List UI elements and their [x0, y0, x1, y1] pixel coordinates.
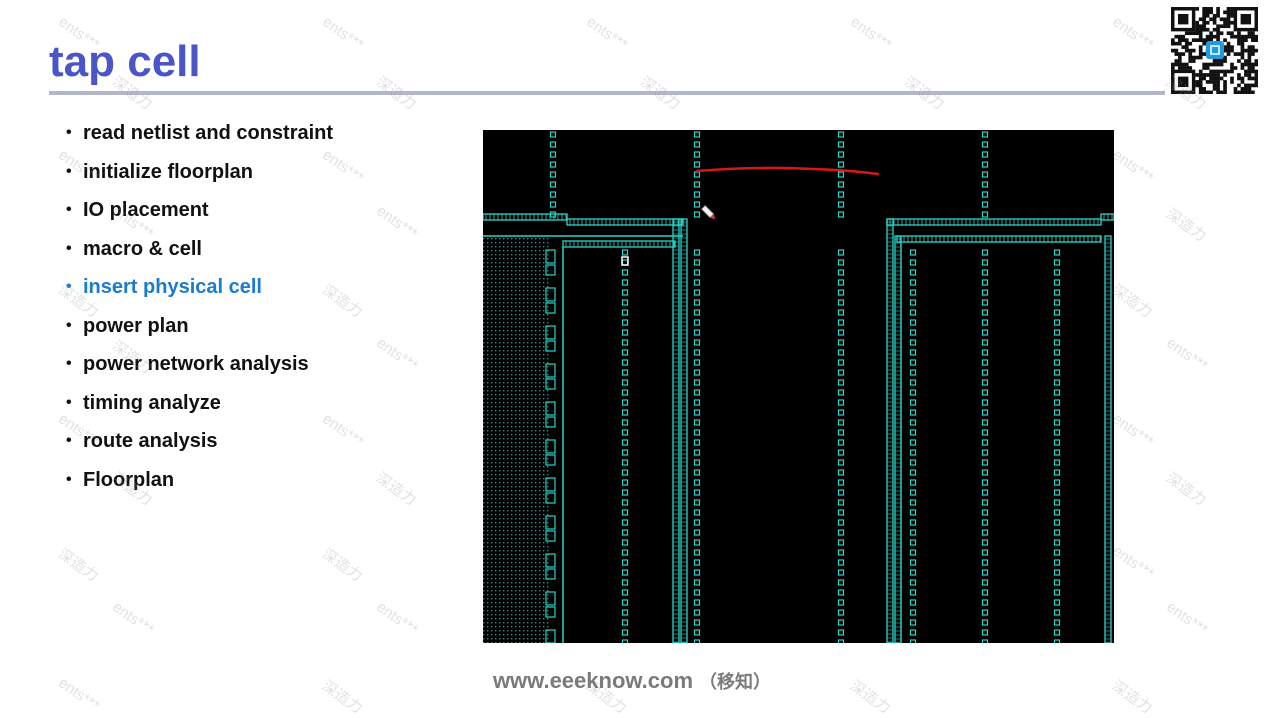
watermark-text: ents*** — [1109, 13, 1157, 54]
bullet-dot-icon: • — [66, 470, 72, 488]
watermark-text: 深造力 — [54, 545, 102, 586]
bullet-item: • power network analysis — [66, 347, 333, 386]
bullet-text: IO placement — [83, 199, 209, 221]
bullet-text: power network analysis — [83, 353, 309, 375]
watermark-text: ents*** — [373, 334, 421, 375]
watermark-text: ents*** — [373, 202, 421, 243]
qr-code-icon — [1171, 7, 1258, 94]
bullet-item: • IO placement — [66, 193, 333, 232]
watermark-text: ents*** — [1109, 410, 1157, 451]
bullet-text: route analysis — [83, 430, 218, 452]
bullet-text: initialize floorplan — [83, 160, 254, 183]
watermark-text: ents*** — [847, 13, 895, 54]
bullet-text: macro & cell — [83, 237, 202, 260]
bullet-item: • route analysis — [66, 424, 333, 463]
bullet-dot-icon: • — [66, 162, 72, 180]
bullet-item: • macro & cell — [66, 232, 333, 271]
bullet-dot-icon: • — [66, 124, 72, 141]
footer-url: www.eeeknow.com — [492, 668, 694, 693]
watermark-text: ents*** — [319, 13, 367, 54]
page-title: tap cell — [49, 37, 201, 86]
bullet-dot-icon: • — [66, 239, 72, 257]
bullet-dot-icon: • — [66, 393, 72, 411]
bullet-item: • insert physical cell — [66, 270, 333, 309]
bullet-dot-icon: • — [66, 316, 72, 334]
pen-cursor-icon — [701, 205, 716, 220]
watermark-text: ents*** — [1109, 542, 1157, 583]
watermark-text: 深造力 — [318, 545, 366, 586]
bullet-dot-icon: • — [66, 278, 72, 295]
watermark-text: ents*** — [583, 13, 631, 54]
bullet-item: • timing analyze — [66, 386, 333, 425]
watermark-text: ents*** — [1109, 146, 1157, 187]
watermark-text: 深造力 — [1162, 205, 1210, 246]
bullet-text: Floorplan — [83, 468, 175, 491]
bullet-text: power plan — [83, 314, 189, 337]
footer: www.eeeknow.com （移知） — [0, 668, 1264, 694]
watermark-text: ents*** — [1163, 598, 1211, 639]
bullet-text: timing analyze — [83, 391, 221, 414]
footer-cn-label: （移知） — [699, 672, 772, 692]
bullet-item: • power plan — [66, 309, 333, 348]
bullet-item: • initialize floorplan — [66, 155, 333, 194]
bullet-text: insert physical cell — [83, 276, 262, 298]
bullet-list: • read netlist and constraint • initialize … — [66, 116, 333, 501]
watermark-text: ents*** — [1163, 334, 1211, 375]
watermark-text: 深造力 — [1108, 281, 1156, 322]
layout-view — [483, 130, 1114, 643]
bullet-text: read netlist and constraint — [83, 122, 334, 144]
bullet-item: • Floorplan — [66, 463, 333, 502]
bullet-dot-icon: • — [66, 201, 72, 218]
watermark-text: 深造力 — [372, 469, 420, 510]
bullet-item: • read netlist and constraint — [66, 116, 333, 155]
bullet-dot-icon: • — [66, 355, 72, 372]
watermark-text: ents*** — [109, 598, 157, 639]
watermark-text: 深造力 — [1162, 469, 1210, 510]
bullet-dot-icon: • — [66, 432, 72, 449]
title-divider — [49, 91, 1165, 95]
chip-layout-image — [483, 131, 1114, 643]
watermark-text: ents*** — [373, 598, 421, 639]
